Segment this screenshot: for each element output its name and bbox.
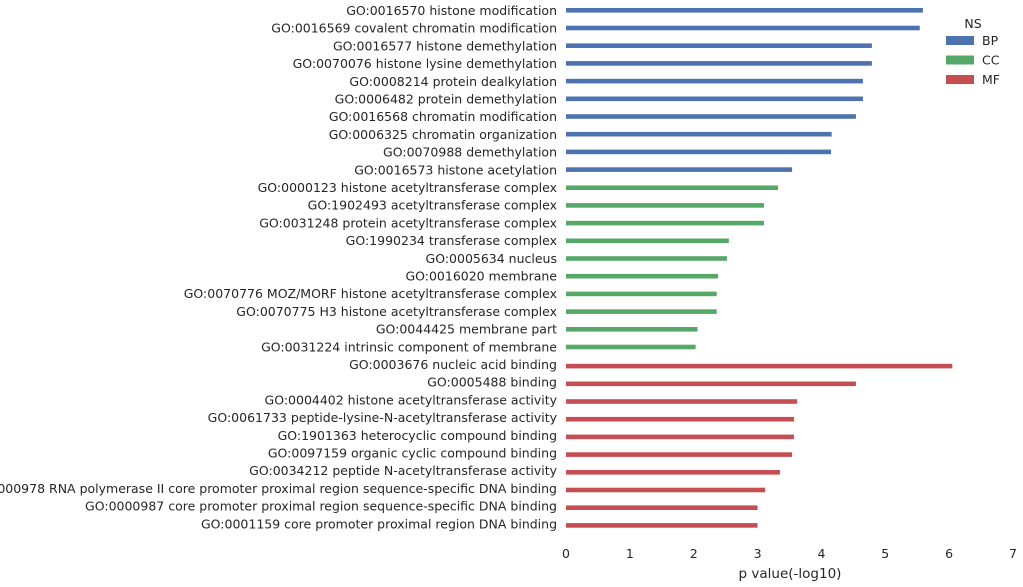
legend-label: BP (982, 33, 999, 48)
legend: NS BP CC MF (946, 16, 1000, 87)
bar (566, 327, 698, 332)
bar (566, 131, 832, 137)
category-label: GO:0061733 peptide-lysine-N-acetyltransf… (208, 410, 558, 425)
category-label: GO:0004402 histone acetyltransferase act… (265, 392, 558, 407)
bar (566, 273, 718, 279)
category-label: GO:0031248 protein acetyltransferase com… (259, 215, 557, 230)
bar (566, 203, 764, 208)
x-axis-title: p value(-log10) (739, 566, 842, 582)
bar (566, 185, 779, 190)
bar (566, 8, 923, 13)
bar (566, 309, 717, 314)
x-axis-ticks: 0 1 2 3 4 5 6 7 (562, 546, 1017, 561)
category-label: GO:0016020 membrane (405, 269, 557, 284)
category-label: GO:0070776 MOZ/MORF histone acetyltransf… (184, 286, 557, 301)
bar (566, 363, 953, 369)
bar (566, 416, 794, 422)
bar (566, 78, 863, 84)
bar (566, 487, 766, 493)
bars-layer (566, 8, 953, 528)
category-label: GO:0000987 core promoter proximal region… (85, 499, 557, 514)
category-label: GO:0016570 histone modification (346, 3, 557, 18)
x-tick-label: 3 (754, 546, 762, 561)
category-label: GO:0000123 histone acetyltransferase com… (258, 180, 557, 195)
bar (566, 344, 696, 350)
category-label: GO:0031224 intrinsic component of membra… (261, 339, 557, 354)
legend-label: CC (982, 53, 1000, 68)
bar (566, 167, 793, 172)
x-tick-label: 6 (945, 546, 953, 561)
x-tick-label: 2 (690, 546, 698, 561)
x-tick-label: 7 (1009, 546, 1017, 561)
bar (566, 43, 872, 48)
bar (566, 523, 758, 528)
category-label: GO:1990234 transferase complex (346, 233, 557, 248)
bar (566, 220, 764, 226)
category-label: GO:0034212 peptide N-acetyltransferase a… (249, 463, 557, 478)
bar (566, 114, 856, 119)
category-label: GO:0097159 organic cyclic compound bindi… (268, 446, 557, 461)
x-tick-label: 4 (817, 546, 825, 561)
bar (566, 291, 717, 297)
category-label: GO:0016577 histone demethylation (333, 38, 557, 53)
category-label: GO:0003676 nucleic acid binding (349, 357, 557, 372)
category-label: GO:1901363 heterocyclic compound binding (278, 428, 557, 443)
bar (566, 96, 863, 102)
category-label: GO:0070988 demethylation (383, 145, 557, 160)
bar (566, 434, 794, 440)
category-label: GO:0005488 binding (427, 375, 557, 390)
category-label: GO:1902493 acetyltransferase complex (308, 198, 557, 213)
category-label: GO:0016568 chromatin modification (329, 109, 557, 124)
bar (566, 25, 920, 31)
x-tick-label: 5 (881, 546, 889, 561)
category-label: GO:0008214 protein dealkylation (349, 74, 557, 89)
x-tick-label: 0 (562, 546, 570, 561)
bar (566, 61, 872, 66)
legend-label: MF (982, 72, 1000, 87)
category-label: GO:0001159 core promoter proximal region… (201, 516, 557, 531)
category-label: GO:0000978 RNA polymerase II core promot… (0, 481, 557, 496)
category-label: GO:0005634 nucleus (426, 251, 557, 266)
bar (566, 381, 856, 387)
bar (566, 149, 832, 155)
legend-swatch (946, 36, 974, 45)
category-label: GO:0016569 covalent chromatin modificati… (271, 21, 557, 36)
bar (566, 399, 798, 404)
category-label: GO:0070775 H3 histone acetyltransferase … (236, 304, 557, 319)
legend-title: NS (964, 16, 981, 31)
bar (566, 256, 727, 261)
bar (566, 470, 780, 475)
bar (566, 452, 793, 457)
category-labels: GO:0016570 histone modification GO:001656… (0, 3, 558, 531)
category-label: GO:0070076 histone lysine demethylation (293, 56, 557, 71)
x-tick-label: 1 (626, 546, 634, 561)
category-label: GO:0016573 histone acetylation (354, 162, 557, 177)
category-label: GO:0044425 membrane part (376, 322, 557, 337)
bar (566, 238, 729, 244)
category-label: GO:0006325 chromatin organization (329, 127, 557, 142)
category-label: GO:0006482 protein demethylation (335, 92, 557, 107)
bar (566, 505, 758, 510)
legend-swatch (946, 55, 974, 65)
legend-swatch (946, 75, 974, 84)
